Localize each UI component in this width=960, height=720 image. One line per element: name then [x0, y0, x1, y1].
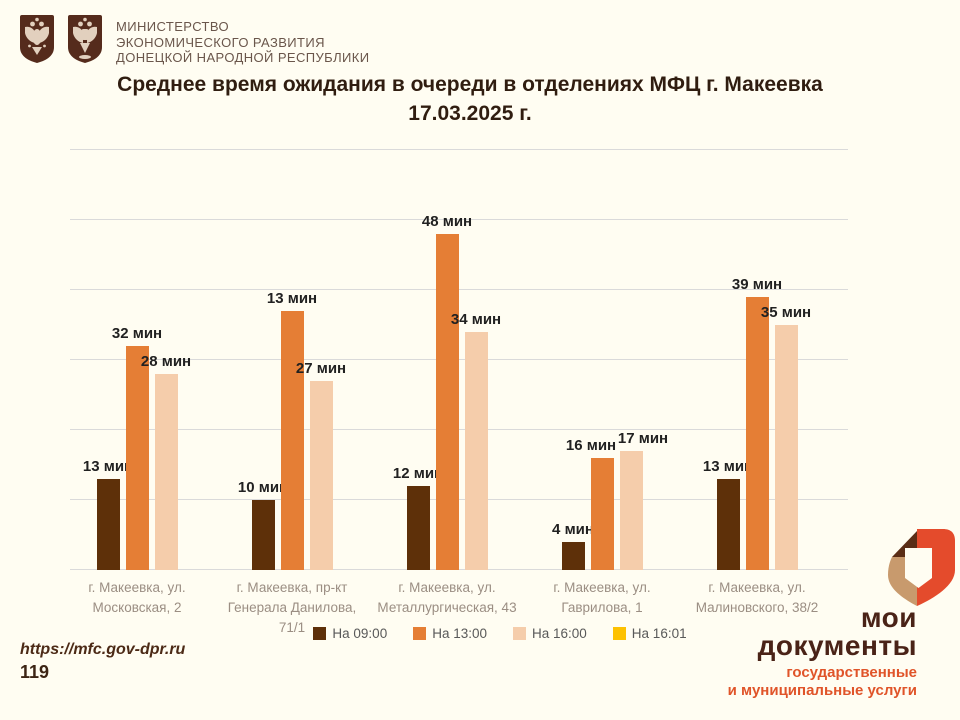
bar-series2-group0 [154, 374, 178, 570]
bar-series1-group2 [435, 234, 459, 570]
bar-series2-group1 [309, 381, 333, 570]
ministry-name-line: ЭКОНОМИЧЕСКОГО РАЗВИТИЯ [116, 34, 325, 50]
gridline [70, 149, 848, 150]
moi-dokumenty-logo-icon [877, 526, 957, 615]
bar-value-label: 28 мин [140, 353, 192, 370]
chart-legend: На 09:00 На 13:00 На 16:00 На 16:01 [150, 626, 850, 641]
chart-title-line1: Среднее время ожидания в очереди в отдел… [117, 73, 823, 96]
brand-word-dokumenty: документы [757, 630, 917, 661]
legend-marker [612, 627, 626, 640]
legend-marker [513, 627, 526, 640]
bar-series0-group0 [96, 479, 120, 570]
ministry-name-line: МИНИСТЕРСТВО [116, 19, 230, 34]
footer-url[interactable]: https://mfc.gov-dpr.ru [20, 641, 186, 658]
page-number: 119 [20, 662, 50, 682]
legend-marker [313, 627, 327, 640]
category-label: г. Макеевка, ул. Металлургическая, 43 [377, 580, 517, 615]
chart-title: Среднее время ожидания в очереди в отдел… [70, 70, 870, 128]
bar-value-label: 39 мин [731, 276, 783, 293]
legend-item: На 09:00 [313, 626, 387, 641]
legend-label: На 09:00 [332, 626, 388, 641]
bar-series1-group3 [590, 458, 614, 570]
bar-value-label: 34 мин [450, 311, 502, 328]
brand-word-moi: мои [860, 602, 917, 633]
category-label: г. Макеевка, ул. Малиновского, 38/2 [695, 580, 819, 615]
bar-series2-group2 [464, 332, 488, 570]
bar-group: 10 мин 13 мин 27 мин [238, 150, 346, 570]
bar-group: 4 мин 16 мин 17 мин [552, 150, 668, 570]
bar-group: 13 мин 32 мин 28 мин [83, 150, 191, 570]
legend-label: На 16:01 [631, 626, 687, 641]
bar-value-label: 35 мин [760, 304, 812, 321]
bar-value-label: 13 мин [266, 290, 318, 307]
bar-value-label: 10 мин [237, 479, 289, 496]
bar-group: 12 мин 48 мин 34 мин [393, 150, 501, 570]
bar-value-label: 27 мин [295, 360, 347, 377]
brand-subtitle-line1: государственные [786, 664, 917, 681]
bar-value-label: 32 мин [111, 325, 163, 342]
dnr-coat-of-arms-icon [18, 13, 56, 70]
gridline [70, 499, 848, 500]
bar-series0-group1 [251, 500, 275, 570]
legend-label: На 16:00 [532, 626, 587, 641]
legend-label: На 13:00 [432, 626, 487, 641]
category-label: г. Макеевка, ул. Гаврилова, 1 [553, 580, 651, 615]
bar-series1-group4 [745, 297, 769, 570]
bar-series0-group4 [716, 479, 740, 570]
chart-title-line2: 17.03.2025 г. [408, 102, 532, 125]
gridline [70, 359, 848, 360]
bar-series1-group1 [280, 311, 304, 570]
legend-marker [413, 627, 427, 640]
ministry-name: МИНИСТЕРСТВО ЭКОНОМИЧЕСКОГО РАЗВИТИЯ ДОН… [116, 19, 369, 66]
legend-item: На 16:01 [612, 626, 687, 641]
category-label: г. Макеевка, пр-кт Генерала Данилова, 71/1 [227, 580, 357, 635]
bar-value-label: 48 мин [421, 213, 473, 230]
bar-group: 13 мин 39 мин 35 мин [703, 150, 811, 570]
bar-value-label: 17 мин [617, 430, 669, 447]
bar-series1-group0 [125, 346, 149, 570]
eagle-emblem-icon [66, 13, 104, 70]
category-label: г. Макеевка, ул. Московская, 2 [88, 580, 186, 615]
legend-item: На 13:00 [413, 626, 487, 641]
bar-series2-group3 [619, 451, 643, 570]
brand-subtitle: государственные и муниципальные услуги [728, 664, 917, 700]
gridline [70, 289, 848, 290]
moi-dokumenty-wordmark: мои документы государственные и муниципа… [728, 604, 917, 700]
gridline [70, 219, 848, 220]
legend-item: На 16:00 [513, 626, 587, 641]
bar-value-label: 4 мин [552, 521, 594, 538]
bar-series0-group2 [406, 486, 430, 570]
gridline [70, 569, 848, 570]
bar-series0-group3 [561, 542, 585, 570]
ministry-name-line: ДОНЕЦКОЙ НАРОДНОЙ РЕСПУБЛИКИ [116, 50, 370, 65]
bar-value-label: 16 мин [565, 437, 617, 454]
brand-subtitle-line2: и муниципальные услуги [727, 682, 917, 699]
bar-chart: 13 мин 32 мин 28 мин г. Макеевка, ул. Москов… [70, 149, 848, 635]
ministry-emblems [18, 13, 104, 70]
gridline [70, 429, 848, 430]
bar-series2-group4 [774, 325, 798, 570]
bar-value-label: 13 мин [702, 458, 754, 475]
bar-value-label: 13 мин [82, 458, 134, 475]
bar-value-label: 12 мин [392, 465, 444, 482]
